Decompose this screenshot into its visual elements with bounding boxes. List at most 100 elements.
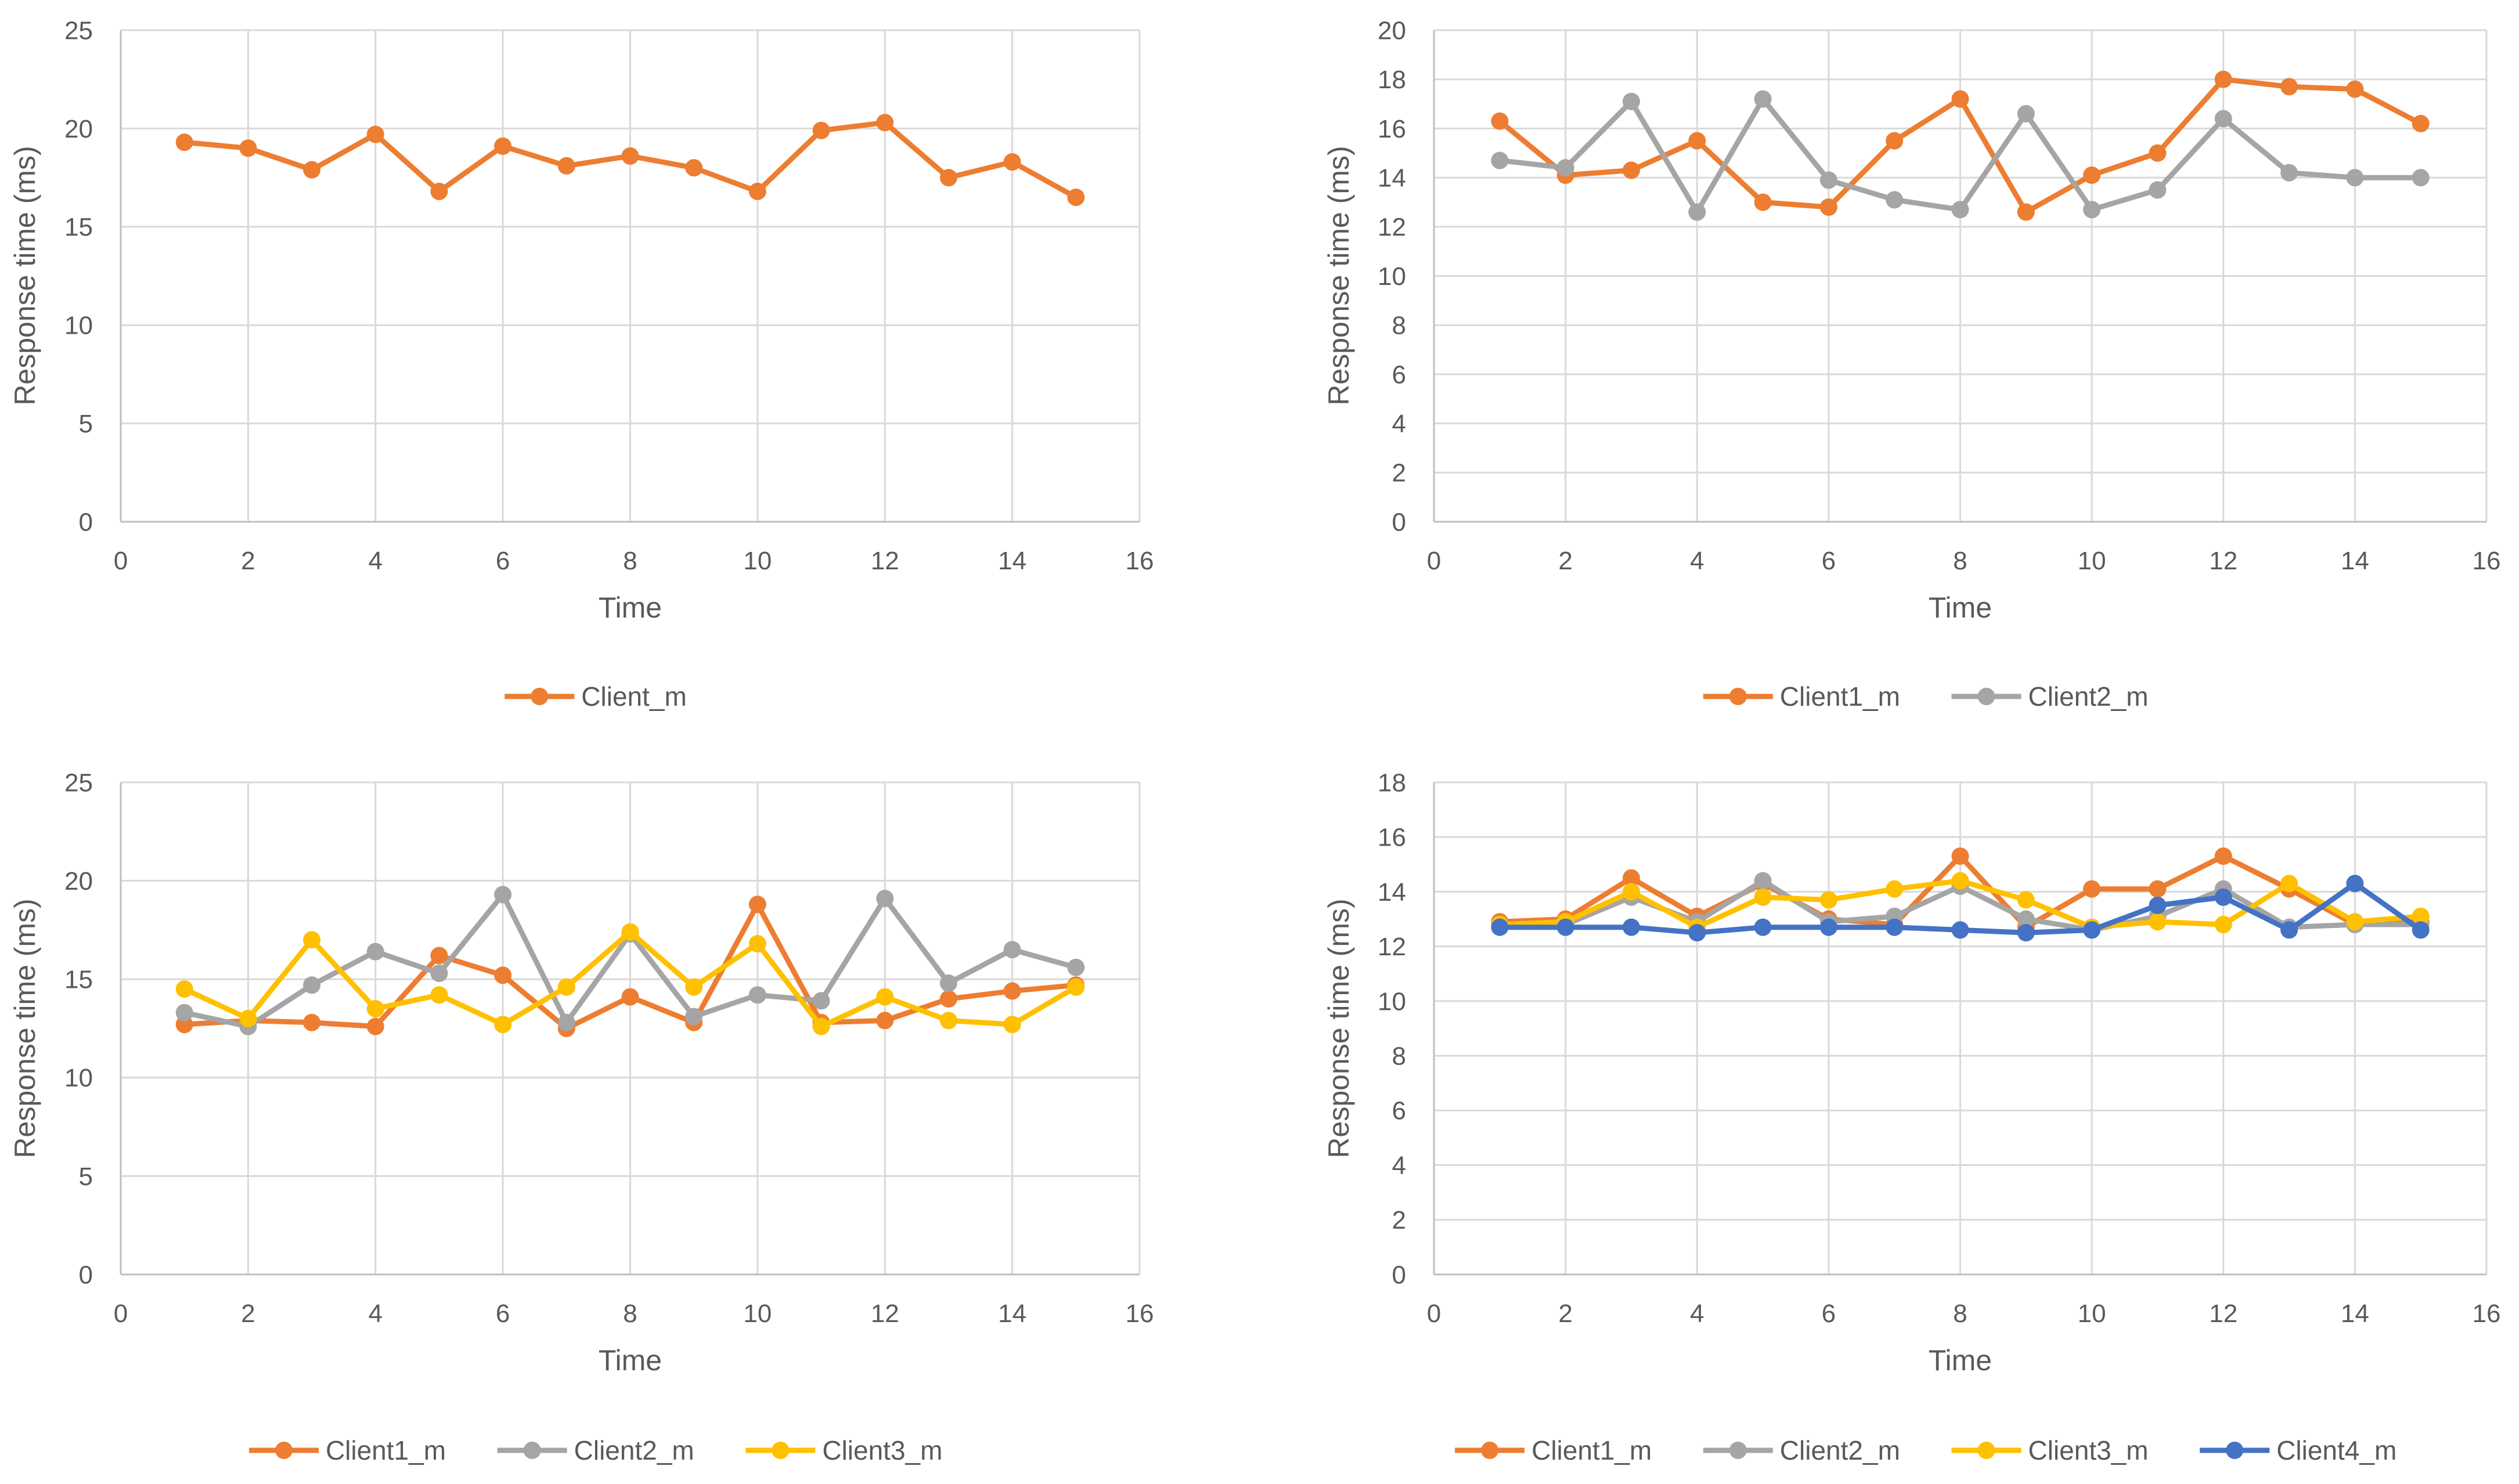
data-point	[621, 988, 639, 1006]
chart-panel-1: 0 5 10 15 20 25 0 2 4 6 8 10 12 14 16 Time Response time…	[9, 16, 1154, 712]
data-point	[2083, 880, 2101, 898]
data-point	[1951, 847, 1969, 865]
legend-item: Client3_m	[1951, 1435, 2149, 1465]
data-point	[2412, 907, 2430, 925]
x-axis-title: Time	[1929, 1344, 1992, 1377]
data-point	[1556, 918, 1574, 936]
data-point	[430, 965, 448, 983]
data-point	[430, 182, 448, 200]
data-point	[1819, 171, 1837, 189]
x-tick-label: 6	[496, 1299, 510, 1328]
data-point	[366, 1000, 384, 1018]
data-point	[2214, 915, 2232, 933]
y-tick-label: 2	[1392, 1206, 1406, 1234]
y-axis-title: Response time (ms)	[9, 898, 41, 1158]
legend-label: Client2_m	[1780, 1435, 1900, 1465]
data-point	[1003, 153, 1021, 171]
y-tick-label: 4	[1392, 1151, 1406, 1180]
y-tick-label: 12	[1378, 213, 1406, 241]
legend-marker	[1729, 688, 1747, 705]
data-point	[2214, 888, 2232, 906]
data-point	[175, 133, 193, 151]
x-tick-label: 6	[496, 547, 510, 575]
data-point	[366, 125, 384, 143]
x-tick-label: 2	[1558, 1299, 1572, 1328]
legend-label: Client4_m	[2276, 1435, 2397, 1465]
y-tick-label: 8	[1392, 1042, 1406, 1071]
legend-marker	[275, 1442, 293, 1459]
data-point	[621, 147, 639, 165]
data-point	[939, 974, 957, 992]
x-tick-label: 14	[2341, 1299, 2369, 1328]
data-point	[2083, 921, 2101, 939]
x-tick-label: 6	[1822, 1299, 1836, 1328]
y-tick-label: 0	[79, 508, 93, 536]
data-point	[1886, 918, 1904, 936]
y-tick-label: 6	[1392, 1097, 1406, 1125]
data-point	[2346, 913, 2364, 931]
data-point	[748, 986, 766, 1004]
data-point	[2149, 144, 2167, 162]
chart-panel-3: 0 5 10 15 20 25 0 2 4 6 8 10 12 14 16 Time Response time…	[9, 768, 1154, 1465]
legend: Client1_m Client2_m Client3_m Client4_m	[1455, 1435, 2397, 1465]
series-Client1_m	[1491, 70, 2430, 221]
x-tick-label: 14	[998, 547, 1026, 575]
x-axis-title: Time	[599, 591, 662, 624]
data-point	[1886, 880, 1904, 898]
data-point	[2083, 166, 2101, 184]
data-point	[1886, 132, 1904, 150]
legend-item: Client2_m	[1951, 681, 2149, 712]
data-point	[303, 161, 321, 179]
data-point	[939, 990, 957, 1008]
data-point	[494, 1016, 512, 1034]
data-point	[2346, 875, 2364, 893]
data-point	[748, 182, 766, 200]
data-point	[557, 978, 575, 996]
data-point	[2346, 80, 2364, 98]
data-point	[1622, 883, 1640, 901]
legend-marker	[1977, 1442, 1995, 1459]
x-tick-label: 2	[241, 547, 255, 575]
data-point	[685, 1008, 703, 1026]
data-point	[1951, 872, 1969, 890]
data-point	[2412, 169, 2430, 187]
x-tick-label: 16	[2473, 1299, 2501, 1328]
legend: Client1_m Client2_m	[1703, 681, 2149, 712]
legend: Client_m	[504, 681, 687, 712]
data-point	[2083, 201, 2101, 219]
y-tick-label: 14	[1378, 878, 1406, 907]
y-axis-title: Response time (ms)	[1322, 146, 1355, 405]
data-point	[2280, 921, 2298, 939]
data-point	[2017, 104, 2035, 122]
data-point	[1754, 888, 1772, 906]
x-tick-label: 12	[871, 547, 899, 575]
data-point	[2214, 847, 2232, 865]
legend-marker	[1977, 688, 1995, 705]
data-point	[876, 1012, 894, 1030]
data-point	[2280, 164, 2298, 182]
data-point	[939, 1012, 957, 1030]
x-axis-title: Time	[1929, 591, 1992, 624]
x-tick-label: 16	[2473, 547, 2501, 575]
data-point	[2017, 203, 2035, 221]
y-tick-label: 15	[64, 966, 93, 994]
chart-panel-4: 0 2 4 6 8 10 12 14 16 18 0 2 4 6 8 10 12 14 16 Time Response…	[1322, 768, 2500, 1465]
x-tick-label: 10	[2078, 1299, 2106, 1328]
data-point	[2412, 114, 2430, 132]
data-point	[303, 976, 321, 994]
chart-panel-2: 0 2 4 6 8 10 12 14 16 18 20 0 2 4 6 8 10 12 14 16 Time Respon…	[1322, 16, 2500, 712]
data-point	[494, 137, 512, 155]
legend: Client1_m Client2_m Client3_m	[248, 1435, 942, 1465]
x-tick-label: 0	[1427, 1299, 1441, 1328]
data-point	[1491, 151, 1509, 169]
x-tick-label: 16	[1126, 547, 1154, 575]
legend-item: Client4_m	[2200, 1435, 2397, 1465]
data-point	[748, 935, 766, 953]
legend-item: Client3_m	[745, 1435, 942, 1465]
y-tick-label: 0	[1392, 1261, 1406, 1289]
x-tick-label: 16	[1126, 1299, 1154, 1328]
series-Client3_m	[175, 923, 1085, 1035]
data-point	[876, 890, 894, 908]
legend-marker	[531, 688, 549, 705]
data-point	[1067, 188, 1085, 206]
